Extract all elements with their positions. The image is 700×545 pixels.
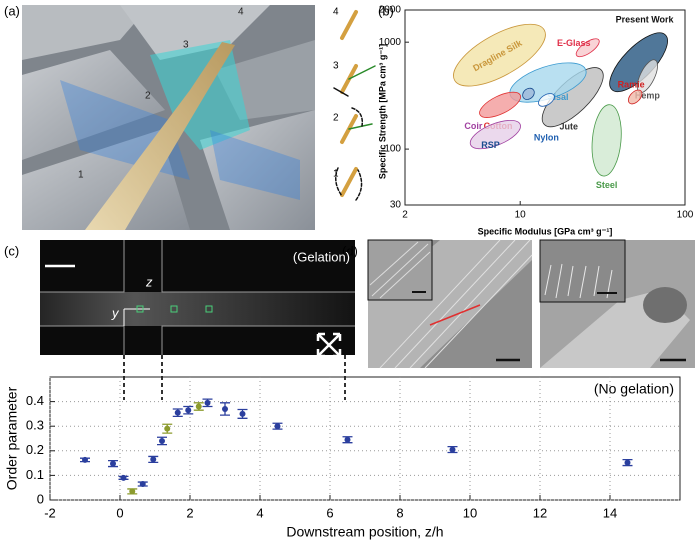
x-axis-label: Specific Modulus [GPa cm³ g⁻¹] [478,226,613,236]
y-tick-label: 0.1 [26,467,44,482]
y-axis-label: Order parameter [4,386,20,490]
region-label: Present Work [616,15,675,25]
channel-image [40,240,355,400]
x-tick-label: 14 [603,505,617,520]
data-point [150,456,157,463]
y-tick-label: 0 [37,491,44,506]
sem-images [367,239,695,369]
data-point [110,460,116,467]
x-tick-label: -2 [44,505,56,520]
data-point [120,474,127,481]
render-label: 2 [145,91,151,102]
material-region [575,38,600,58]
plot-frame [404,9,686,206]
material-region [591,104,622,177]
region-label: Steel [596,180,618,190]
data-point [344,436,351,443]
chart-annotation: (No gelation) [594,381,674,397]
data-point [174,409,181,416]
material-region [479,91,521,118]
y-tick-label: 1000 [379,37,402,48]
x-tick-label: 100 [677,210,694,221]
data-point [204,399,211,406]
material-region [522,87,535,100]
x-tick-label: 0 [116,505,123,520]
render-label: 1 [78,170,84,181]
region-label: Coir [464,121,482,131]
region-label: Sisal [547,92,568,102]
material-region [627,89,643,105]
data-point [164,425,171,432]
render-label: 4 [238,7,244,18]
data-point [274,423,281,430]
y-tick-label: 100 [384,144,401,155]
region-label: RSP [481,140,500,150]
data-point [624,459,631,466]
plot-frame [49,376,681,501]
y-tick-label: 0.3 [26,418,44,433]
axis-label: z [145,274,153,289]
x-tick-label: 2 [402,210,408,221]
stage-label: 3 [333,61,339,72]
y-tick-label: 30 [390,200,402,211]
region-label: Ramie [618,79,645,89]
axis-label: y [111,305,120,320]
render-image [22,5,315,230]
data-point [159,437,165,444]
material-region [453,23,546,87]
stage-icons [333,10,376,201]
region-label: E-Glass [557,38,591,48]
x-tick-label: 6 [326,505,333,520]
data-point [195,403,202,410]
material-region [538,93,555,107]
image-annotation: (Gelation) [293,249,350,264]
panel-label: (b) [378,3,394,18]
y-tick-label: 0.2 [26,442,44,457]
data-point [185,407,192,414]
panel-label: (c) [4,243,19,258]
data-point [239,410,246,417]
y-tick-label: 0.4 [26,393,44,408]
panel-label: (d) [342,243,358,258]
x-tick-label: 10 [463,505,477,520]
render-label: 3 [183,40,189,51]
stage-label: 2 [333,113,339,124]
stage-label: 1 [333,169,339,180]
data-point [222,405,228,412]
material-region [469,120,521,150]
x-axis-label: Downstream position, z/h [286,524,443,540]
x-tick-label: 12 [533,505,547,520]
region-label: Hemp [635,91,661,101]
region-label: Nylon [534,132,559,142]
data-point [129,488,136,495]
x-tick-label: 2 [186,505,193,520]
data-point [82,456,88,463]
data-point [449,446,456,453]
x-tick-label: 4 [256,505,263,520]
y-axis-label: Specific Strength [MPa cm³ g⁻¹] [377,44,387,179]
x-tick-label: 10 [515,210,527,221]
panel-label: (a) [4,3,20,18]
x-tick-label: 8 [396,505,403,520]
y-tick-label: 2000 [379,5,402,16]
stage-label: 4 [333,7,339,18]
data-point [139,481,146,488]
region-label: Jute [559,122,578,132]
